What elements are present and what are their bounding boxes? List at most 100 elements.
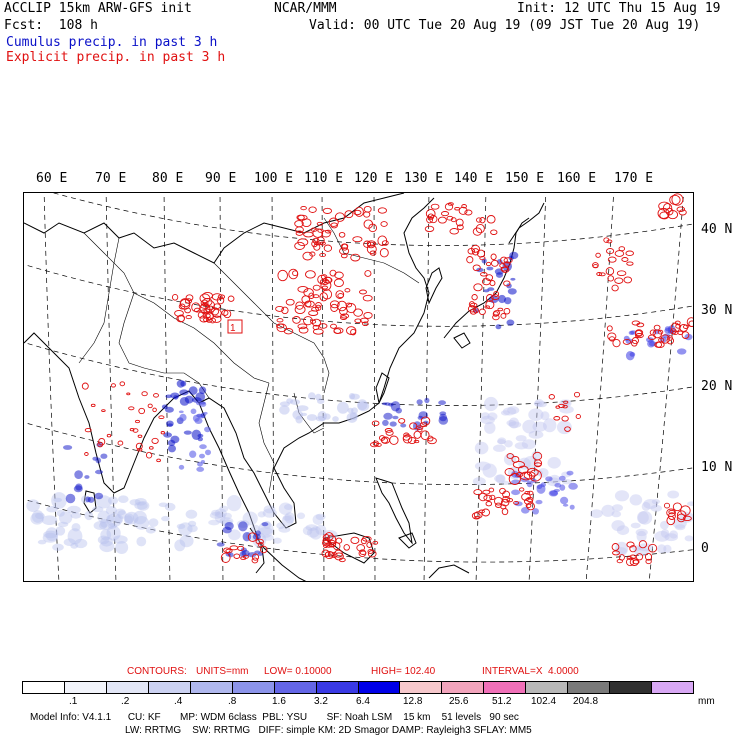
precip-shade [677,348,687,355]
precip-contour [81,382,89,390]
precip-shade [357,401,370,412]
precip-shade [540,411,550,421]
colorbar-label: 3.2 [314,696,328,707]
precip-shade [26,499,40,512]
precip-contour [366,241,376,249]
precip-contour [329,300,340,309]
contours-high: HIGH= 102.40 [371,666,436,677]
precip-shade [167,423,173,427]
precip-contour [458,206,468,215]
precip-contour [573,391,581,398]
precip-contour [354,318,362,324]
precip-contour [132,428,139,433]
precip-contour [316,221,324,226]
precip-shade [482,463,497,478]
precip-contour [486,215,496,224]
precip-shade [322,530,338,540]
precip-contour [500,498,510,507]
precip-contour [319,252,326,258]
precip-contour [612,338,621,348]
precip-contour [648,543,658,553]
precip-contour [297,285,309,293]
precip-shade [134,501,148,510]
colorbar-swatch [23,682,65,693]
precip-shade [239,551,247,558]
precip-shade [438,400,446,406]
precip-contour [377,207,387,214]
lat-lon-grid [24,193,693,581]
precip-contour [407,436,417,445]
precip-contour [478,308,486,316]
lat-label: 10 N [701,460,733,475]
precip-contour [402,435,411,441]
precip-shade [556,420,572,435]
precip-contour [363,205,372,213]
precip-shade [635,528,648,537]
precip-contour [525,503,532,509]
precip-shade [511,489,521,496]
precip-shade [554,483,562,488]
precip-contour [221,309,229,316]
precip-contour [669,194,681,205]
precip-contour [607,332,617,341]
precip-contour [380,436,390,444]
precip-contour [621,257,629,262]
colorbar-swatch [190,682,233,693]
precip-contour [686,317,693,327]
colorbar-label: .1 [69,696,78,707]
precip-contour [358,549,367,558]
precip-shade [537,468,549,478]
precip-contour [420,416,431,426]
precip-shade [510,277,516,281]
precip-contour [292,270,299,277]
colorbar-swatch [400,682,443,693]
precip-shade [506,420,517,426]
precip-shade [384,402,391,406]
precip-shade [133,516,150,530]
country-borders [78,217,420,494]
precip-shade [416,399,423,405]
precip-shade [533,401,542,407]
precip-contour [84,452,89,456]
lon-label: 140 E [454,171,494,186]
precip-contour [526,496,534,503]
precip-shade [188,520,197,527]
precip-shade [650,504,662,512]
precip-contour [303,288,314,297]
precip-contour [611,284,619,292]
precip-shade [167,439,176,446]
precip-contour [341,243,348,251]
precip-shade [660,520,669,530]
precip-shade [224,522,234,530]
precip-shade [106,513,122,528]
precip-shade [566,470,574,476]
precip-contour [135,419,140,424]
precip-shade [164,406,174,413]
forecast-hour: Fcst: 108 h [4,18,98,33]
init-time: Init: 12 UTC Thu 15 Aug 19 [517,1,721,16]
precip-contour [561,415,569,422]
precip-contour [372,540,379,545]
precip-shade [255,530,261,536]
precip-contour [668,509,676,515]
precip-shade [124,513,135,524]
precip-shade [99,540,115,553]
precip-contour [90,403,96,408]
precip-shade [163,432,173,438]
precip-contour [160,431,165,435]
precip-contour [366,240,377,247]
precip-shade [616,525,630,536]
precip-shade [536,483,546,494]
precip-shade [124,511,139,525]
precip-shade [439,411,447,416]
precip-contour [362,321,369,327]
precip-contour [479,255,486,261]
precip-contour [430,203,440,210]
precip-contour [340,243,349,249]
precip-shade [35,512,45,520]
precip-contour [413,439,420,444]
precip-contour [294,304,306,315]
precip-shade [205,449,211,456]
precip-shade [55,526,66,536]
precip-contour [606,239,613,244]
